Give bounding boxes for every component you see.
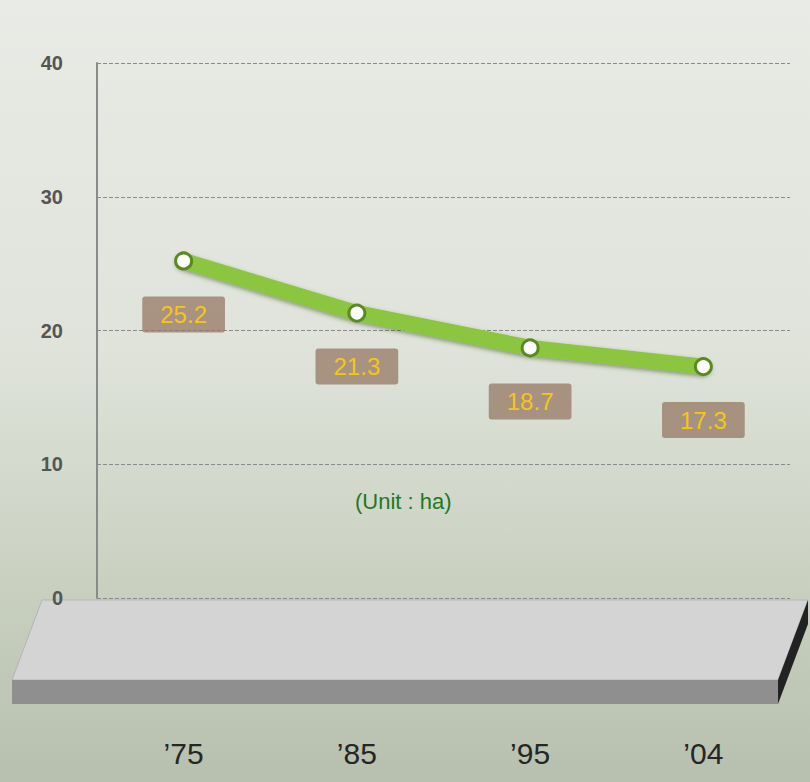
- svg-text:0: 0: [52, 587, 63, 609]
- svg-text:21.3: 21.3: [334, 353, 381, 380]
- svg-text:40: 40: [41, 52, 63, 74]
- svg-text:’04: ’04: [683, 737, 723, 770]
- svg-text:’75: ’75: [164, 737, 204, 770]
- svg-text:(Unit : ha): (Unit : ha): [355, 489, 452, 514]
- svg-text:20: 20: [41, 320, 63, 342]
- svg-text:18.7: 18.7: [507, 388, 554, 415]
- svg-text:17.3: 17.3: [680, 407, 727, 434]
- svg-text:10: 10: [41, 453, 63, 475]
- svg-text:25.2: 25.2: [160, 301, 207, 328]
- svg-text:’95: ’95: [510, 737, 550, 770]
- svg-text:30: 30: [41, 186, 63, 208]
- svg-text:’85: ’85: [337, 737, 377, 770]
